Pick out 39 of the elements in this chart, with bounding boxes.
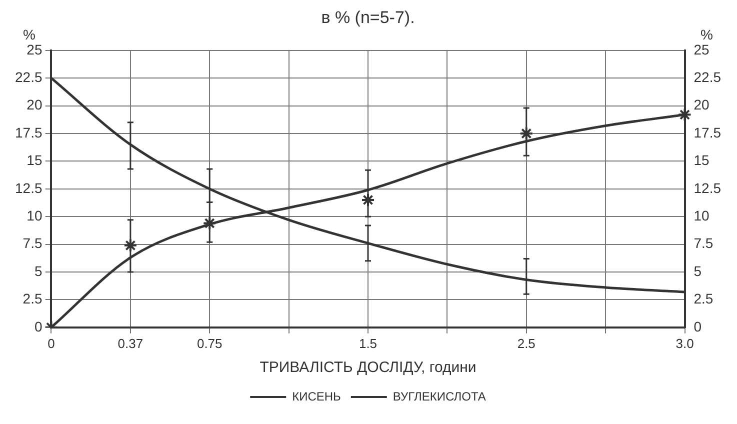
point xyxy=(202,216,217,230)
point xyxy=(519,126,534,140)
y2-tick-label: 5 xyxy=(694,262,702,279)
y2-tick-label: 15 xyxy=(694,152,710,168)
y-tick-label: 22.5 xyxy=(15,68,42,85)
y-axis-title: % xyxy=(23,26,36,42)
y2-tick-label: 22.5 xyxy=(694,68,722,85)
point xyxy=(678,108,692,122)
x-tick-label: 0.75 xyxy=(196,336,222,351)
x-tick-label: 1.5 xyxy=(358,336,378,351)
y-tick-label: 12.5 xyxy=(15,180,42,196)
x-tick-label: 2.5 xyxy=(517,336,536,351)
x-tick-label: 0 xyxy=(48,336,55,351)
y2-tick-label: 20 xyxy=(694,96,710,113)
y-tick-label: 7.5 xyxy=(22,235,42,252)
y-tick-label: 0 xyxy=(34,318,42,334)
y-tick-label: 15 xyxy=(26,152,42,168)
y2-tick-label: 12.5 xyxy=(694,180,722,196)
legend-label: ВУГЛЕКИСЛОТА xyxy=(392,389,486,404)
y2-tick-label: 10 xyxy=(694,207,710,224)
y2-tick-label: 25 xyxy=(694,41,710,58)
y2-tick-label: 17.5 xyxy=(694,124,722,140)
y-tick-label: 17.5 xyxy=(15,124,42,140)
y-tick-label: 20 xyxy=(26,96,42,113)
y-tick-label: 25 xyxy=(26,41,42,58)
y-tick-label: 5 xyxy=(34,262,42,279)
y2-axis-title: % xyxy=(700,26,713,42)
chart-title: в % (n=5-7). xyxy=(321,8,415,27)
x-axis-title: ТРИВАЛІСТЬ ДОСЛІДУ, години xyxy=(260,359,476,376)
legend-label: КИСЕНЬ xyxy=(292,389,342,404)
y2-tick-label: 7.5 xyxy=(694,235,714,252)
point xyxy=(361,192,375,207)
y-tick-label: 2.5 xyxy=(22,290,42,307)
y2-tick-label: 2.5 xyxy=(694,290,714,307)
y-tick-label: 10 xyxy=(26,207,42,224)
x-tick-label: 0.37 xyxy=(118,336,144,351)
x-tick-label: 3.0 xyxy=(676,336,694,351)
y2-tick-label: 0 xyxy=(694,318,702,334)
point xyxy=(123,238,138,252)
